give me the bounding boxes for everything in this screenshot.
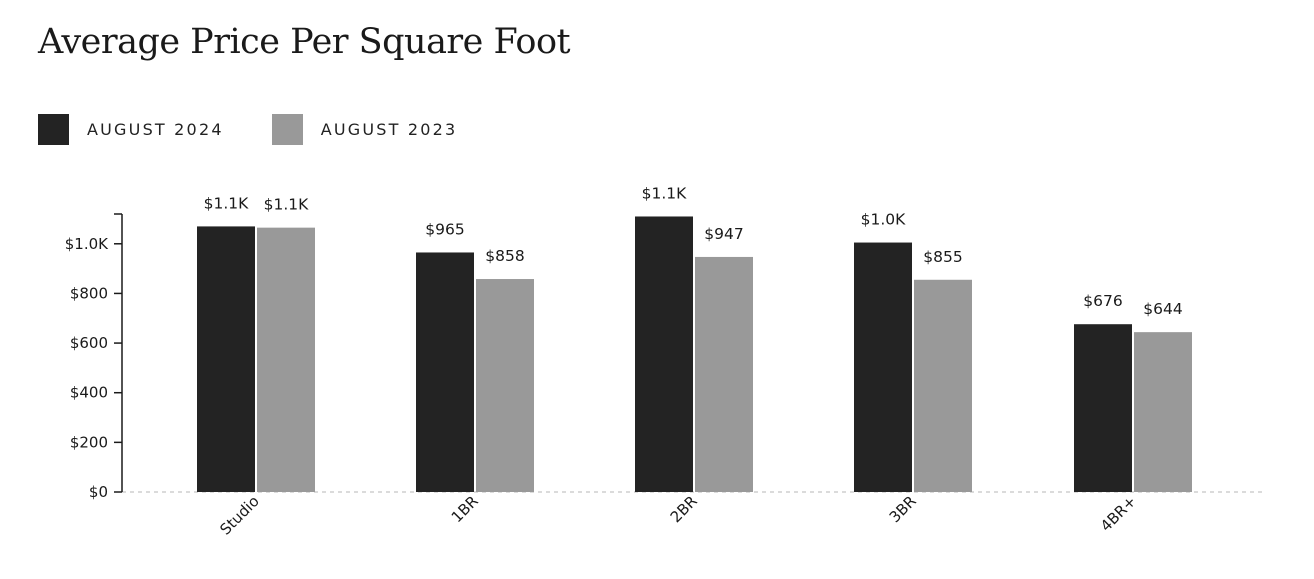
legend-item-august-2023: AUGUST 2023 — [271, 114, 458, 145]
data-label-studio-august-2023: $1.1K — [264, 196, 310, 214]
y-tick-label: $600 — [70, 334, 108, 352]
x-tick-label-studio: Studio — [216, 492, 263, 539]
x-tick-label-4br: 4BR+ — [1097, 492, 1140, 535]
data-label-2br-august-2024: $1.1K — [642, 184, 688, 202]
data-label-2br-august-2023: $947 — [704, 225, 743, 243]
bar-4br-august-2024 — [1074, 324, 1132, 492]
bar-1br-august-2023 — [476, 279, 534, 492]
legend-swatch-august-2024 — [38, 114, 69, 145]
legend-label-august-2024: AUGUST 2024 — [87, 120, 224, 139]
data-label-3br-august-2023: $855 — [923, 248, 962, 266]
data-label-studio-august-2024: $1.1K — [204, 194, 250, 212]
data-label-4br-august-2023: $644 — [1143, 300, 1182, 318]
data-label-1br-august-2023: $858 — [485, 247, 524, 265]
y-tick-label: $0 — [89, 483, 108, 501]
legend-swatch-august-2023 — [271, 114, 303, 145]
data-label-3br-august-2024: $1.0K — [861, 211, 907, 229]
data-label-1br-august-2024: $965 — [425, 220, 464, 238]
bar-4br-august-2023 — [1134, 332, 1192, 492]
legend: AUGUST 2024 AUGUST 2023 — [38, 114, 505, 145]
legend-label-august-2023: AUGUST 2023 — [320, 120, 458, 139]
bar-studio-august-2023 — [257, 227, 315, 492]
bar-2br-august-2024 — [635, 216, 693, 492]
bar-3br-august-2023 — [914, 279, 972, 492]
bar-studio-august-2024 — [197, 226, 255, 493]
x-tick-label-2br: 2BR — [667, 492, 701, 526]
bar-3br-august-2024 — [854, 242, 912, 492]
chart-title: Average Price Per Square Foot — [38, 22, 571, 62]
legend-item-august-2024: AUGUST 2024 — [38, 114, 224, 145]
y-tick-label: $200 — [70, 433, 108, 451]
bar-2br-august-2023 — [695, 256, 753, 492]
x-tick-label-3br: 3BR — [886, 492, 920, 526]
data-label-4br-august-2024: $676 — [1083, 292, 1122, 310]
x-tick-label-1br: 1BR — [448, 492, 482, 526]
y-tick-label: $1.0K — [65, 235, 109, 253]
bar-1br-august-2024 — [416, 252, 474, 492]
y-tick-label: $400 — [70, 384, 108, 402]
y-tick-label: $800 — [70, 284, 108, 302]
